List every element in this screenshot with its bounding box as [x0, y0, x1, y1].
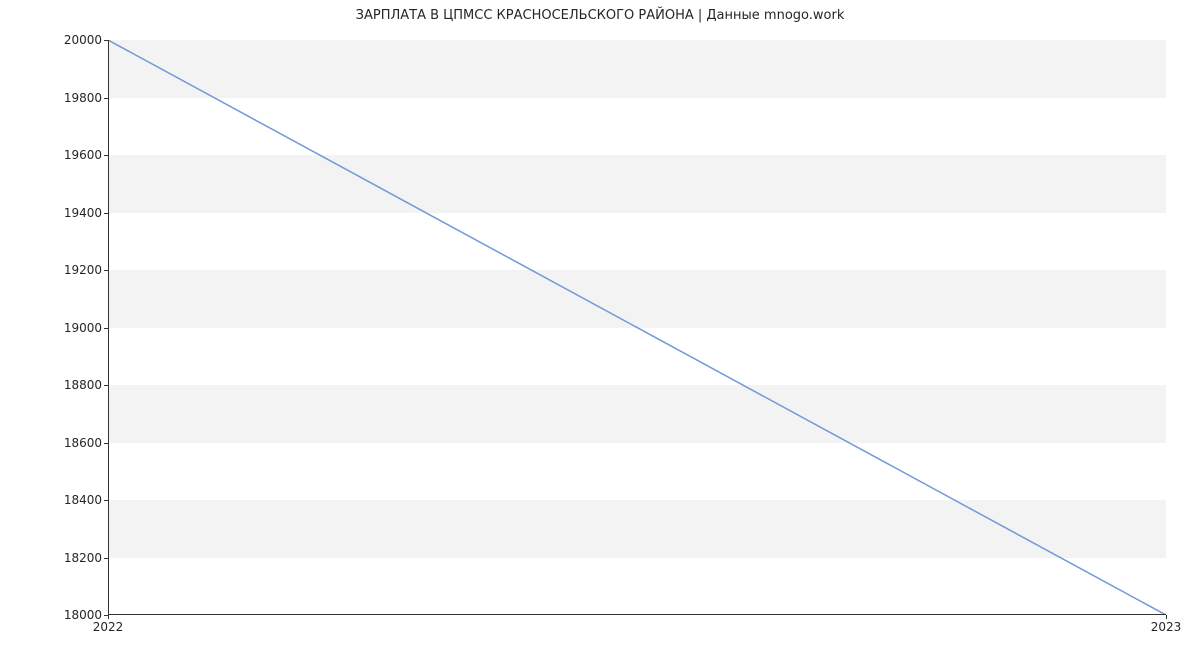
line-series — [108, 40, 1166, 615]
y-tick-label: 18200 — [64, 551, 102, 565]
y-tick-label: 18800 — [64, 378, 102, 392]
y-tick-label: 20000 — [64, 33, 102, 47]
y-tick-mark — [104, 558, 108, 559]
y-tick-label: 18600 — [64, 436, 102, 450]
y-tick-label: 19200 — [64, 263, 102, 277]
y-tick-mark — [104, 98, 108, 99]
x-tick-mark — [108, 615, 109, 619]
y-tick-label: 19400 — [64, 206, 102, 220]
y-tick-mark — [104, 328, 108, 329]
salary-line — [108, 40, 1166, 615]
y-tick-mark — [104, 155, 108, 156]
y-tick-label: 19000 — [64, 321, 102, 335]
y-tick-label: 18400 — [64, 493, 102, 507]
y-tick-mark — [104, 443, 108, 444]
x-tick-label: 2022 — [93, 620, 124, 634]
chart-title: ЗАРПЛАТА В ЦПМСС КРАСНОСЕЛЬСКОГО РАЙОНА … — [0, 8, 1200, 23]
y-tick-label: 19600 — [64, 148, 102, 162]
x-tick-mark — [1166, 615, 1167, 619]
y-tick-label: 19800 — [64, 91, 102, 105]
salary-line-chart: ЗАРПЛАТА В ЦПМСС КРАСНОСЕЛЬСКОГО РАЙОНА … — [0, 0, 1200, 650]
y-tick-mark — [104, 385, 108, 386]
x-tick-label: 2023 — [1151, 620, 1182, 634]
y-tick-mark — [104, 40, 108, 41]
plot-area — [108, 40, 1166, 615]
y-tick-mark — [104, 500, 108, 501]
y-tick-mark — [104, 213, 108, 214]
y-tick-mark — [104, 270, 108, 271]
